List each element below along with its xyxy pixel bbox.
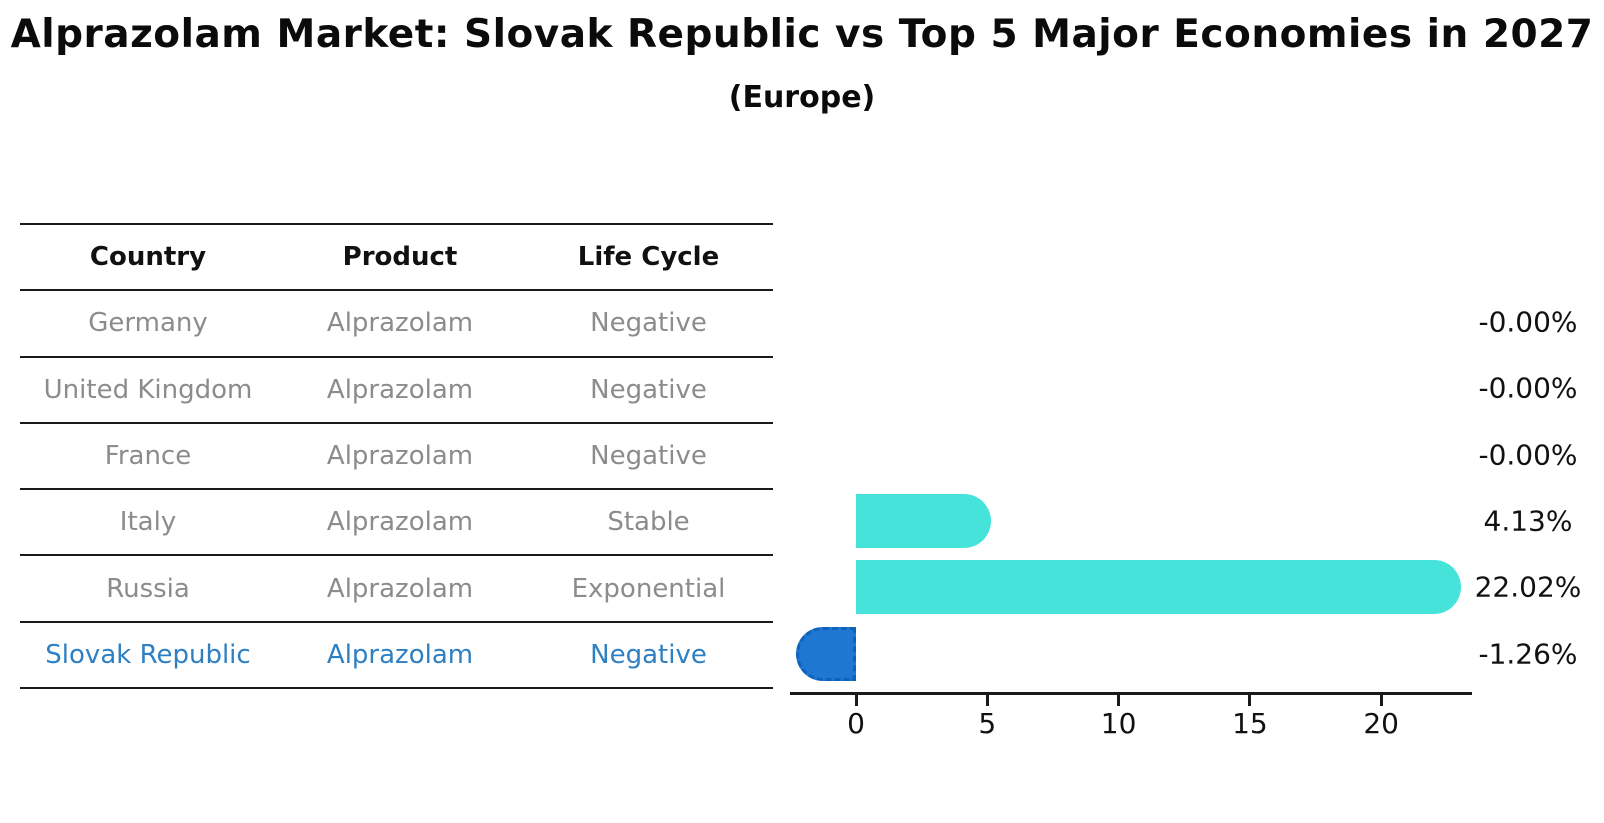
table-row: Slovak Republic Alprazolam Negative (20, 620, 773, 687)
x-axis-tick (985, 695, 989, 706)
bar-slovak-republic (795, 626, 856, 681)
page-title: Alprazolam Market: Slovak Republic vs To… (10, 12, 1594, 57)
cell-life-cycle: Negative (590, 639, 707, 670)
x-axis-tick (854, 695, 858, 706)
cell-product: Alprazolam (326, 639, 474, 670)
bar-italy (856, 494, 992, 549)
table-row: Italy Alprazolam Stable (20, 488, 773, 554)
table-row: France Alprazolam Negative (20, 421, 773, 488)
x-axis-tick-label: 15 (1232, 707, 1268, 740)
table-row: Germany Alprazolam Negative (20, 289, 773, 355)
cell-country: France (104, 441, 192, 472)
cell-country: Slovak Republic (45, 639, 251, 670)
value-label-slovak-republic: -1.26% (1478, 637, 1578, 671)
page-subtitle: (Europe) (728, 80, 876, 115)
x-axis-line (790, 692, 1472, 695)
cell-product: Alprazolam (326, 573, 474, 604)
cell-country: Russia (106, 573, 190, 604)
cell-life-cycle: Exponential (571, 573, 726, 604)
value-label-united-kingdom: -0.00% (1478, 371, 1578, 405)
bar-russia (856, 560, 1462, 615)
cell-country: Italy (119, 507, 177, 538)
table-row: Russia Alprazolam Exponential (20, 554, 773, 620)
cell-country: United Kingdom (43, 374, 253, 405)
x-axis-tick (1248, 695, 1252, 706)
cell-product: Alprazolam (326, 308, 474, 339)
value-label-italy: 4.13% (1483, 504, 1573, 538)
column-header-product: Product (342, 242, 458, 273)
x-axis-tick-label: 10 (1100, 707, 1137, 740)
x-axis-tick-label: 20 (1363, 707, 1400, 740)
cell-product: Alprazolam (326, 507, 474, 538)
value-label-france: -0.00% (1478, 438, 1578, 472)
country-table: Country Product Life Cycle Germany Alprazola… (20, 223, 773, 690)
cell-product: Alprazolam (326, 374, 474, 405)
cell-life-cycle: Negative (590, 308, 707, 339)
x-axis-tick (1379, 695, 1383, 706)
cell-life-cycle: Negative (590, 374, 707, 405)
column-header-life-cycle: Life Cycle (577, 242, 720, 273)
x-axis-tick (1117, 695, 1121, 706)
cell-country: Germany (88, 308, 208, 339)
table-header-row: Country Product Life Cycle (20, 223, 773, 289)
cell-product: Alprazolam (326, 441, 474, 472)
table-row: United Kingdom Alprazolam Negative (20, 355, 773, 422)
value-label-russia: 22.02% (1474, 570, 1582, 604)
value-label-germany: -0.00% (1478, 305, 1578, 339)
x-axis-tick-label: 0 (847, 707, 865, 740)
x-axis-tick-label: 5 (978, 707, 997, 740)
cell-life-cycle: Stable (607, 507, 690, 538)
column-header-country: Country (89, 242, 207, 273)
cell-life-cycle: Negative (590, 441, 707, 472)
